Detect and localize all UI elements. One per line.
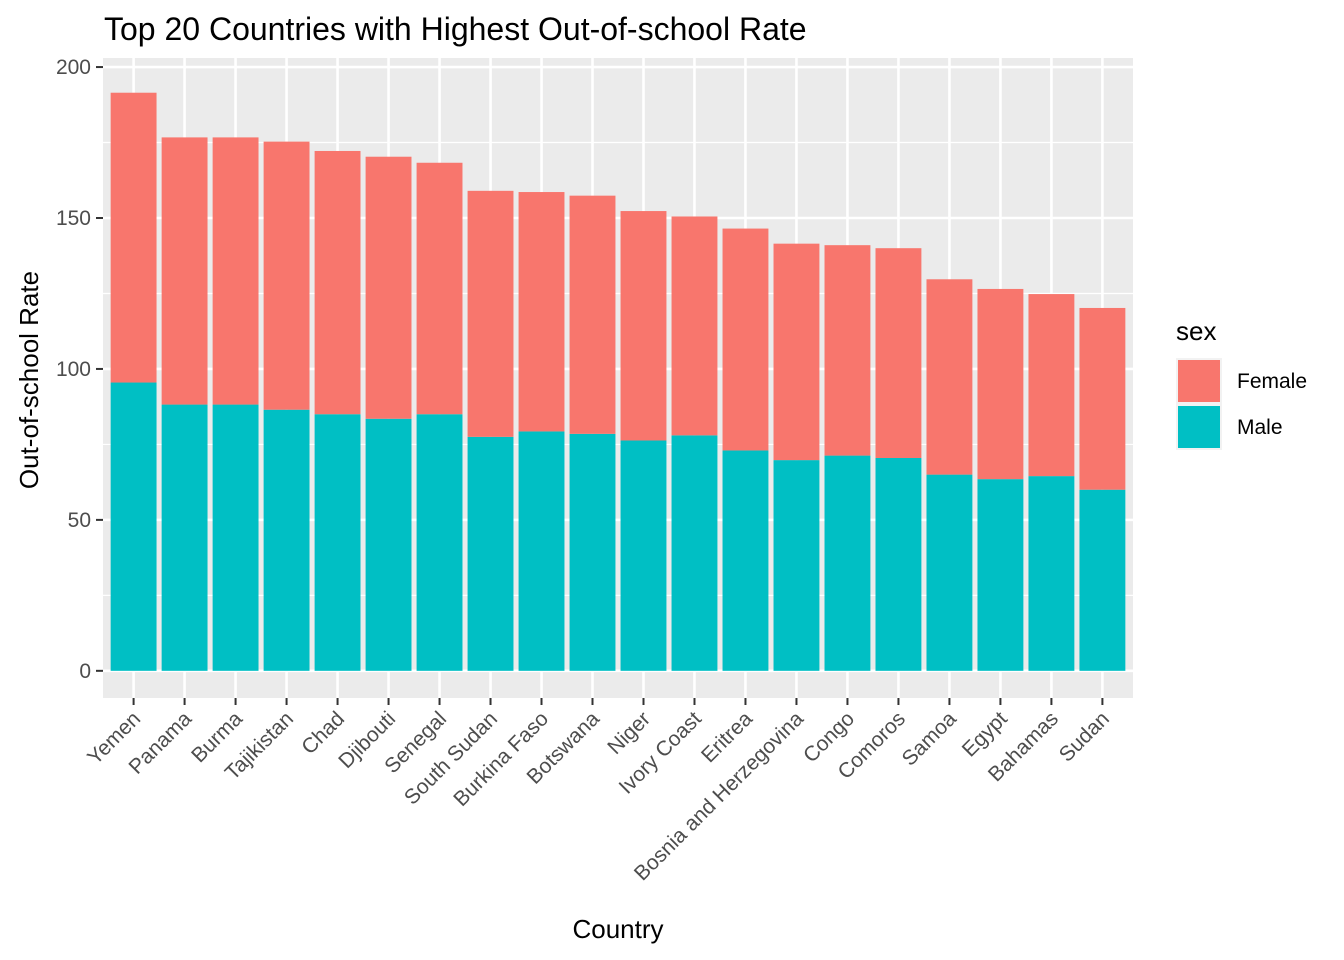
bar-male-eritrea — [722, 450, 769, 671]
bar-female-ivory-coast — [671, 216, 718, 436]
bar-male-chad — [314, 414, 361, 671]
bar-male-senegal — [416, 414, 463, 671]
bar-female-egypt — [977, 288, 1024, 480]
bar-female-samoa — [926, 279, 973, 475]
bar-female-senegal — [416, 162, 463, 415]
x-tick-label: Sudan — [1055, 707, 1114, 766]
legend-title: sex — [1176, 316, 1216, 346]
bars-layer — [110, 92, 1126, 671]
bar-female-panama — [161, 137, 208, 405]
chart-title: Top 20 Countries with Highest Out-of-sch… — [104, 11, 807, 47]
bar-male-niger — [620, 440, 667, 671]
bar-female-congo — [824, 245, 871, 456]
y-tick-label: 50 — [68, 509, 91, 532]
legend-label-male: Male — [1237, 416, 1283, 439]
x-axis-title: Country — [572, 914, 663, 944]
bar-female-niger — [620, 211, 667, 441]
bar-male-djibouti — [365, 418, 412, 671]
bar-male-samoa — [926, 474, 973, 671]
bar-female-bahamas — [1028, 294, 1075, 477]
bar-male-tajikistan — [263, 409, 310, 671]
bar-male-congo — [824, 455, 871, 671]
bar-female-yemen — [110, 92, 157, 383]
bar-male-yemen — [110, 382, 157, 671]
legend: sex Female Male — [1176, 316, 1307, 450]
legend-swatch-female — [1178, 360, 1220, 402]
legend-swatch-male — [1178, 406, 1220, 448]
bar-male-bosnia-and-herzegovina — [773, 460, 820, 671]
bar-female-comoros — [875, 248, 922, 458]
legend-label-female: Female — [1237, 370, 1307, 393]
bar-female-bosnia-and-herzegovina — [773, 243, 820, 461]
bar-female-eritrea — [722, 228, 769, 451]
bar-male-ivory-coast — [671, 435, 718, 671]
x-tick-label: Samoa — [898, 707, 962, 771]
bar-female-sudan — [1079, 307, 1126, 490]
y-tick-label: 150 — [56, 207, 91, 230]
bar-female-botswana — [569, 195, 616, 434]
bar-male-south-sudan — [467, 436, 514, 671]
bar-male-burkina-faso — [518, 431, 565, 671]
bar-male-burma — [212, 404, 259, 671]
bar-male-egypt — [977, 479, 1024, 671]
y-tick-label: 200 — [56, 56, 91, 79]
bar-male-bahamas — [1028, 476, 1075, 671]
y-axis-title: Out-of-school Rate — [14, 271, 44, 489]
bar-male-sudan — [1079, 489, 1126, 671]
y-tick-label: 0 — [79, 660, 91, 683]
bar-female-chad — [314, 150, 361, 415]
bar-male-panama — [161, 404, 208, 671]
bar-female-burkina-faso — [518, 192, 565, 432]
y-axis: 0 50 100 150 200 — [56, 56, 103, 683]
bar-male-botswana — [569, 433, 616, 671]
y-tick-label: 100 — [56, 358, 91, 381]
bar-female-djibouti — [365, 156, 412, 419]
bar-female-burma — [212, 137, 259, 405]
bar-female-south-sudan — [467, 190, 514, 437]
bar-male-comoros — [875, 458, 922, 671]
bar-female-tajikistan — [263, 141, 310, 410]
